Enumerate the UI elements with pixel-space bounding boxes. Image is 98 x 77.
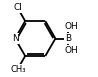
Text: B: B <box>65 34 71 43</box>
Text: CH₃: CH₃ <box>10 65 26 74</box>
Text: N: N <box>12 34 18 43</box>
Text: OH: OH <box>64 22 78 31</box>
Text: Cl: Cl <box>13 3 22 12</box>
Text: OH: OH <box>64 46 78 55</box>
